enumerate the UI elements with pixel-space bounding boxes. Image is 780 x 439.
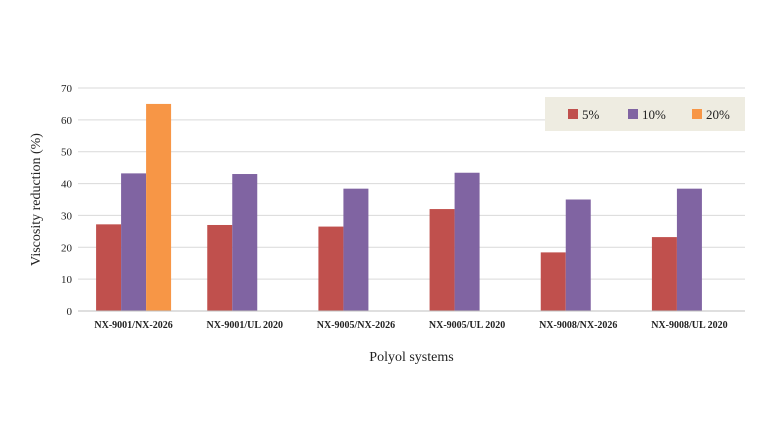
legend-swatch	[692, 109, 702, 119]
legend-label: 10%	[642, 107, 666, 122]
y-tick-label: 50	[61, 147, 73, 159]
y-axis-ticks: 0 10 20 30 40 50 60 70	[61, 83, 73, 318]
bar-10pct-1	[232, 174, 258, 311]
bar-10pct-0	[121, 173, 147, 311]
bar-5pct-4	[540, 252, 566, 311]
x-category-label: NX-9005/UL 2020	[429, 320, 505, 331]
legend-label: 20%	[706, 107, 730, 122]
legend-swatch	[628, 109, 638, 119]
x-axis-categories: NX-9001/NX-2026 NX-9001/UL 2020 NX-9005/NX…	[94, 320, 727, 331]
bar-5pct-3	[429, 209, 455, 311]
y-tick-label: 40	[61, 179, 73, 191]
y-tick-label: 70	[61, 83, 73, 95]
bar-5pct-0	[96, 224, 122, 311]
x-category-label: NX-9008/NX-2026	[539, 320, 617, 331]
bar-5pct-2	[318, 226, 344, 311]
x-category-label: NX-9001/NX-2026	[94, 320, 172, 331]
legend-swatch	[568, 109, 578, 119]
y-tick-label: 0	[67, 306, 73, 318]
legend-background	[545, 97, 745, 131]
legend: 5% 10% 20%	[545, 97, 745, 131]
bar-10pct-4	[565, 199, 591, 311]
x-category-label: NX-9001/UL 2020	[207, 320, 283, 331]
bar-10pct-2	[343, 188, 369, 311]
bar-10pct-3	[454, 172, 480, 311]
bars	[96, 103, 702, 311]
y-tick-label: 20	[61, 242, 73, 254]
y-axis-title: Viscosity reduction (%)	[29, 133, 44, 266]
x-category-label: NX-9008/UL 2020	[651, 320, 727, 331]
bar-10pct-5	[676, 188, 702, 311]
bar-20pct-0	[146, 103, 172, 311]
y-tick-label: 60	[61, 115, 73, 127]
gridlines	[78, 87, 745, 280]
legend-label: 5%	[582, 107, 600, 122]
x-axis-title: Polyol systems	[369, 350, 453, 365]
y-tick-label: 30	[61, 210, 73, 222]
bar-5pct-1	[207, 224, 233, 311]
x-category-label: NX-9005/NX-2026	[317, 320, 395, 331]
bar-5pct-5	[651, 237, 677, 311]
y-tick-label: 10	[61, 274, 73, 286]
